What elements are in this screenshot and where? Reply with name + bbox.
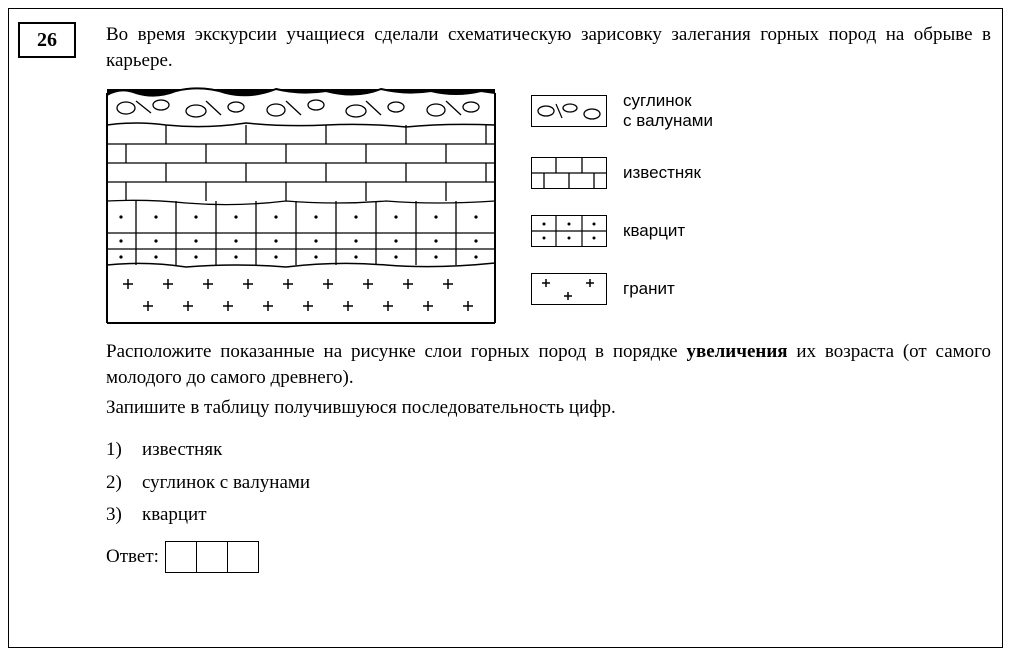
legend: суглинок с валунами известняк кварцит bbox=[531, 91, 713, 305]
legend-item: суглинок с валунами bbox=[531, 91, 713, 131]
cross-section-diagram bbox=[106, 83, 496, 325]
options-list: 1) известняк 2) суглинок с валунами 3) к… bbox=[106, 434, 991, 531]
task-text-1: Расположите показанные на рисунке слои г… bbox=[106, 339, 991, 390]
option-item: 2) суглинок с валунами bbox=[106, 467, 991, 499]
legend-label: кварцит bbox=[623, 221, 685, 241]
option-num: 2) bbox=[106, 467, 132, 499]
swatch-plus-icon bbox=[531, 273, 607, 305]
diagram-area: суглинок с валунами известняк кварцит bbox=[106, 83, 991, 325]
legend-label: известняк bbox=[623, 163, 701, 183]
task-bold-word: увеличения bbox=[686, 341, 787, 362]
answer-box[interactable] bbox=[197, 541, 228, 573]
answer-boxes bbox=[165, 541, 259, 573]
legend-item: гранит bbox=[531, 273, 713, 305]
option-item: 1) известняк bbox=[106, 434, 991, 466]
intro-text: Во время экскурсии учащиеся сделали схем… bbox=[106, 22, 991, 73]
option-num: 3) bbox=[106, 499, 132, 531]
option-text: известняк bbox=[142, 434, 222, 466]
task-text-2: Запишите в таблицу получившуюся последов… bbox=[106, 395, 991, 421]
answer-row: Ответ: bbox=[106, 541, 991, 573]
swatch-dots-icon bbox=[531, 215, 607, 247]
legend-label: гранит bbox=[623, 279, 675, 299]
legend-item: кварцит bbox=[531, 215, 713, 247]
swatch-pebbles-icon bbox=[531, 95, 607, 127]
option-text: суглинок с валунами bbox=[142, 467, 310, 499]
option-item: 3) кварцит bbox=[106, 499, 991, 531]
answer-box[interactable] bbox=[165, 541, 197, 573]
legend-label: суглинок с валунами bbox=[623, 91, 713, 131]
legend-item: известняк bbox=[531, 157, 713, 189]
swatch-brick-icon bbox=[531, 157, 607, 189]
answer-box[interactable] bbox=[228, 541, 259, 573]
option-num: 1) bbox=[106, 434, 132, 466]
question-number: 26 bbox=[18, 22, 76, 58]
option-text: кварцит bbox=[142, 499, 207, 531]
answer-label: Ответ: bbox=[106, 546, 159, 568]
